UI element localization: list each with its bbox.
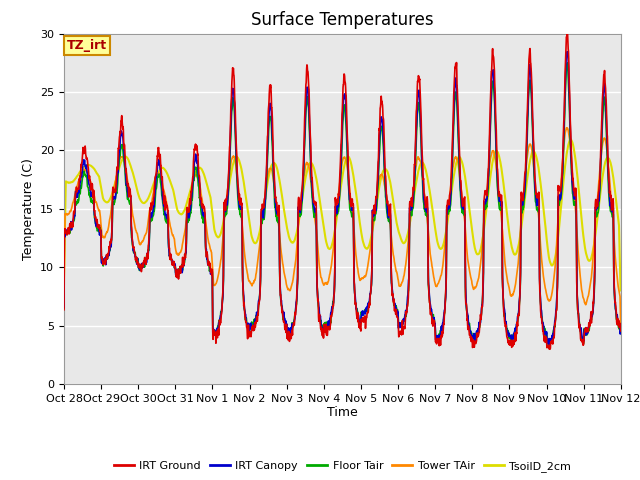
IRT Canopy — [216, 323, 223, 328]
IRT Canopy — [568, 179, 576, 184]
TsoilD_2cm — [567, 137, 575, 143]
TsoilD_2cm — [504, 220, 512, 226]
Tower TAir — [358, 275, 366, 281]
Line: Tower TAir: Tower TAir — [64, 128, 621, 325]
Floor Tair — [371, 217, 378, 223]
Line: TsoilD_2cm: TsoilD_2cm — [64, 140, 621, 290]
Floor Tair — [60, 305, 68, 311]
IRT Ground — [358, 318, 366, 324]
TsoilD_2cm — [617, 288, 625, 293]
X-axis label: Time: Time — [327, 407, 358, 420]
IRT Ground — [545, 346, 553, 352]
IRT Ground — [216, 321, 223, 326]
Floor Tair — [504, 328, 512, 334]
Line: IRT Canopy: IRT Canopy — [64, 52, 621, 346]
Title: Surface Temperatures: Surface Temperatures — [251, 11, 434, 29]
Line: Floor Tair: Floor Tair — [64, 63, 621, 345]
Line: IRT Ground: IRT Ground — [64, 30, 621, 349]
TsoilD_2cm — [584, 255, 591, 261]
Tower TAir — [568, 160, 575, 166]
Tower TAir — [216, 267, 223, 273]
Text: TZ_irt: TZ_irt — [67, 39, 107, 52]
TsoilD_2cm — [358, 236, 366, 242]
TsoilD_2cm — [371, 215, 378, 220]
Floor Tair — [584, 329, 591, 335]
Tower TAir — [60, 298, 68, 303]
IRT Ground — [617, 328, 625, 334]
IRT Ground — [564, 27, 572, 33]
IRT Canopy — [371, 209, 378, 215]
Tower TAir — [584, 297, 591, 302]
TsoilD_2cm — [617, 288, 625, 293]
IRT Ground — [60, 307, 68, 312]
IRT Canopy — [617, 328, 625, 334]
Tower TAir — [504, 281, 512, 287]
IRT Canopy — [584, 330, 591, 336]
IRT Canopy — [504, 329, 512, 335]
Floor Tair — [568, 178, 576, 183]
IRT Canopy — [358, 308, 366, 314]
Tower TAir — [371, 210, 378, 216]
Floor Tair — [545, 342, 552, 348]
TsoilD_2cm — [568, 138, 575, 144]
Y-axis label: Temperature (C): Temperature (C) — [22, 158, 35, 260]
IRT Canopy — [546, 343, 554, 348]
IRT Ground — [568, 168, 576, 174]
Tower TAir — [563, 125, 570, 131]
Legend: IRT Ground, IRT Canopy, Floor Tair, Tower TAir, TsoilD_2cm: IRT Ground, IRT Canopy, Floor Tair, Towe… — [109, 457, 575, 477]
TsoilD_2cm — [216, 234, 223, 240]
IRT Canopy — [563, 49, 571, 55]
Tower TAir — [617, 323, 625, 328]
Floor Tair — [617, 330, 625, 336]
Floor Tair — [216, 319, 223, 324]
TsoilD_2cm — [60, 273, 68, 278]
IRT Ground — [584, 328, 591, 334]
IRT Canopy — [60, 304, 68, 310]
Floor Tair — [564, 60, 572, 66]
Floor Tair — [358, 310, 366, 315]
IRT Ground — [371, 208, 378, 214]
IRT Ground — [504, 340, 512, 346]
